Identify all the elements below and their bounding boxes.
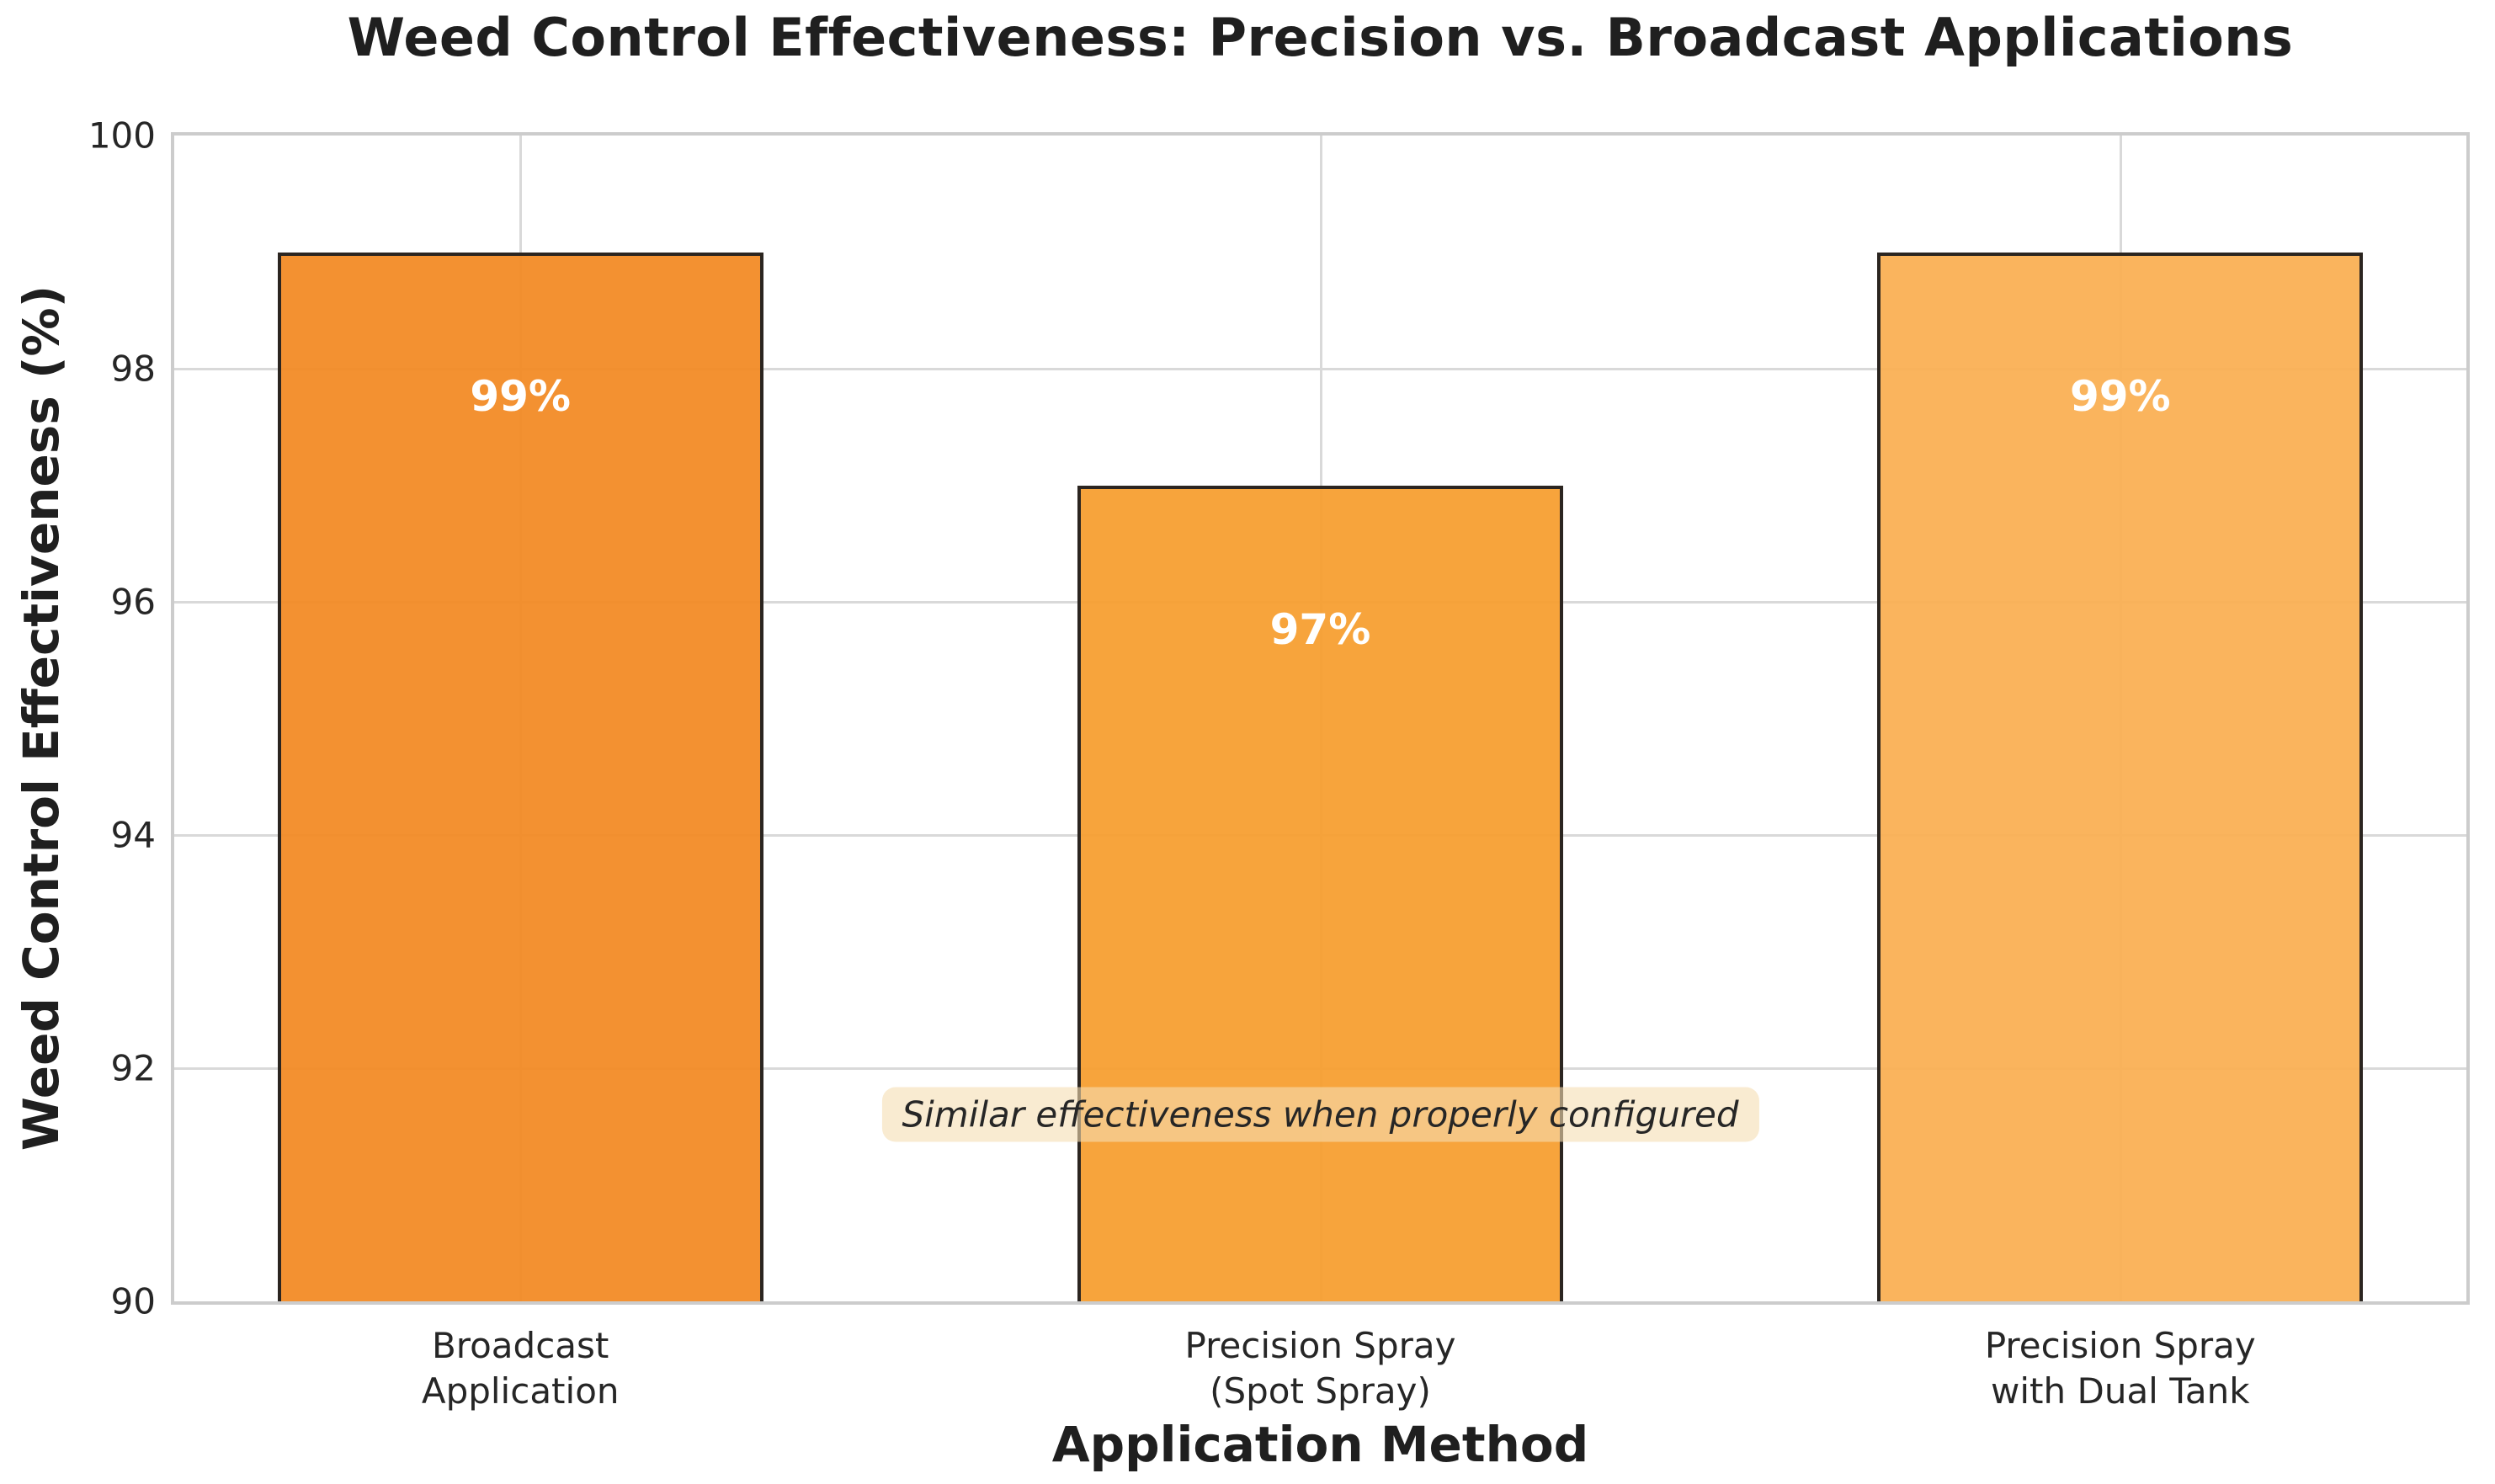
bar-precision-spray-spot-spray: 97% <box>1077 485 1564 1301</box>
y-tick-label-100: 100 <box>88 114 156 157</box>
x-axis-label: Application Method <box>1051 1416 1589 1473</box>
bar-value-label-precision-spray-with-dual-tank: 99% <box>2069 371 2171 421</box>
x-tick-label-broadcast-application: Broadcast Application <box>421 1325 620 1412</box>
y-tick-label-92: 92 <box>110 1047 156 1089</box>
annotation-similar-effectiveness: Similar effectiveness when properly conf… <box>881 1087 1759 1142</box>
bar-broadcast-application: 99% <box>277 252 763 1301</box>
x-tick-label-precision-spray-spot-spray: Precision Spray (Spot Spray) <box>1184 1325 1456 1412</box>
plot-area: 99% 97% 99% 90 92 94 96 98 100 Broadcast Applicati… <box>88 115 2470 1412</box>
y-tick-label-98: 98 <box>110 348 156 390</box>
chart-title: Weed Control Effectiveness: Precision vs… <box>347 7 2294 68</box>
bar-value-label-broadcast-application: 99% <box>470 371 571 421</box>
y-axis-label: Weed Control Effectiveness (%) <box>13 285 70 1152</box>
y-tick-label-96: 96 <box>110 581 156 623</box>
x-tick-label-precision-spray-with-dual-tank: Precision Spray with Dual Tank <box>1984 1325 2256 1412</box>
bar-precision-spray-with-dual-tank: 99% <box>1877 252 2364 1301</box>
y-tick-label-90: 90 <box>110 1280 156 1322</box>
bar-value-label-precision-spray-spot-spray: 97% <box>1269 604 1371 654</box>
y-tick-label-94: 94 <box>110 814 156 856</box>
